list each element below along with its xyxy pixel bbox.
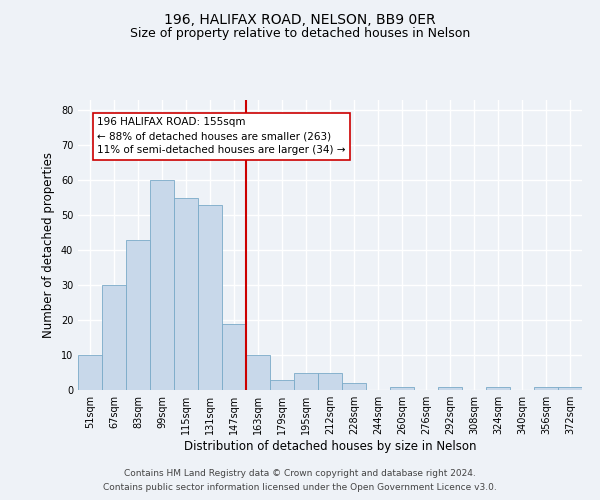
Bar	[174, 198, 198, 390]
Bar	[438, 386, 462, 390]
Bar	[342, 383, 366, 390]
Bar	[102, 285, 126, 390]
Bar	[150, 180, 174, 390]
Bar	[558, 386, 582, 390]
Y-axis label: Number of detached properties: Number of detached properties	[42, 152, 55, 338]
Bar	[126, 240, 150, 390]
Bar	[534, 386, 558, 390]
Bar	[78, 355, 102, 390]
Bar	[318, 372, 342, 390]
Text: Size of property relative to detached houses in Nelson: Size of property relative to detached ho…	[130, 28, 470, 40]
Bar	[270, 380, 294, 390]
Bar	[222, 324, 246, 390]
Bar	[294, 372, 318, 390]
Bar	[390, 386, 414, 390]
X-axis label: Distribution of detached houses by size in Nelson: Distribution of detached houses by size …	[184, 440, 476, 453]
Bar	[246, 355, 270, 390]
Bar	[198, 205, 222, 390]
Bar	[486, 386, 510, 390]
Text: 196, HALIFAX ROAD, NELSON, BB9 0ER: 196, HALIFAX ROAD, NELSON, BB9 0ER	[164, 12, 436, 26]
Text: Contains public sector information licensed under the Open Government Licence v3: Contains public sector information licen…	[103, 484, 497, 492]
Text: Contains HM Land Registry data © Crown copyright and database right 2024.: Contains HM Land Registry data © Crown c…	[124, 468, 476, 477]
Text: 196 HALIFAX ROAD: 155sqm
← 88% of detached houses are smaller (263)
11% of semi-: 196 HALIFAX ROAD: 155sqm ← 88% of detach…	[97, 118, 346, 156]
